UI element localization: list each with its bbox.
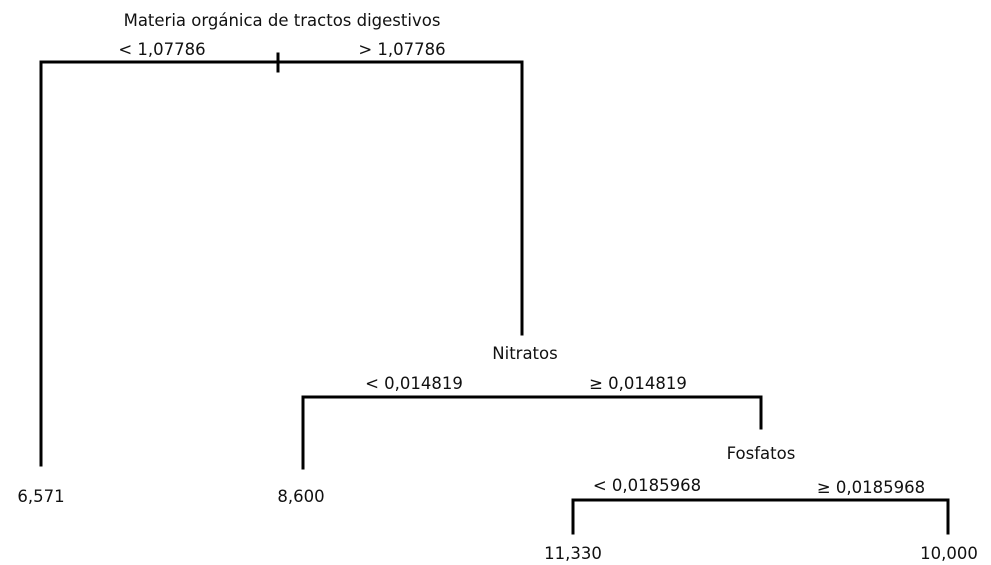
nitratos-left-condition: < 0,014819 (365, 374, 463, 393)
nitratos-variable-label: Nitratos (492, 344, 557, 363)
leaf-value-1: 6,571 (17, 487, 64, 506)
root-variable-label: Materia orgánica de tractos digestivos (124, 11, 441, 30)
fosfatos-right-condition: ≥ 0,0185968 (817, 478, 925, 497)
leaf-value-4: 10,000 (920, 544, 978, 563)
fosfatos-variable-label: Fosfatos (727, 444, 796, 463)
leaf-value-3: 11,330 (544, 544, 602, 563)
nitratos-right-condition: ≥ 0,014819 (589, 374, 687, 393)
leaf-value-2: 8,600 (277, 487, 324, 506)
fosfatos-left-condition: < 0,0185968 (593, 476, 701, 495)
root-right-condition: > 1,07786 (358, 40, 445, 59)
root-left-condition: < 1,07786 (118, 40, 205, 59)
